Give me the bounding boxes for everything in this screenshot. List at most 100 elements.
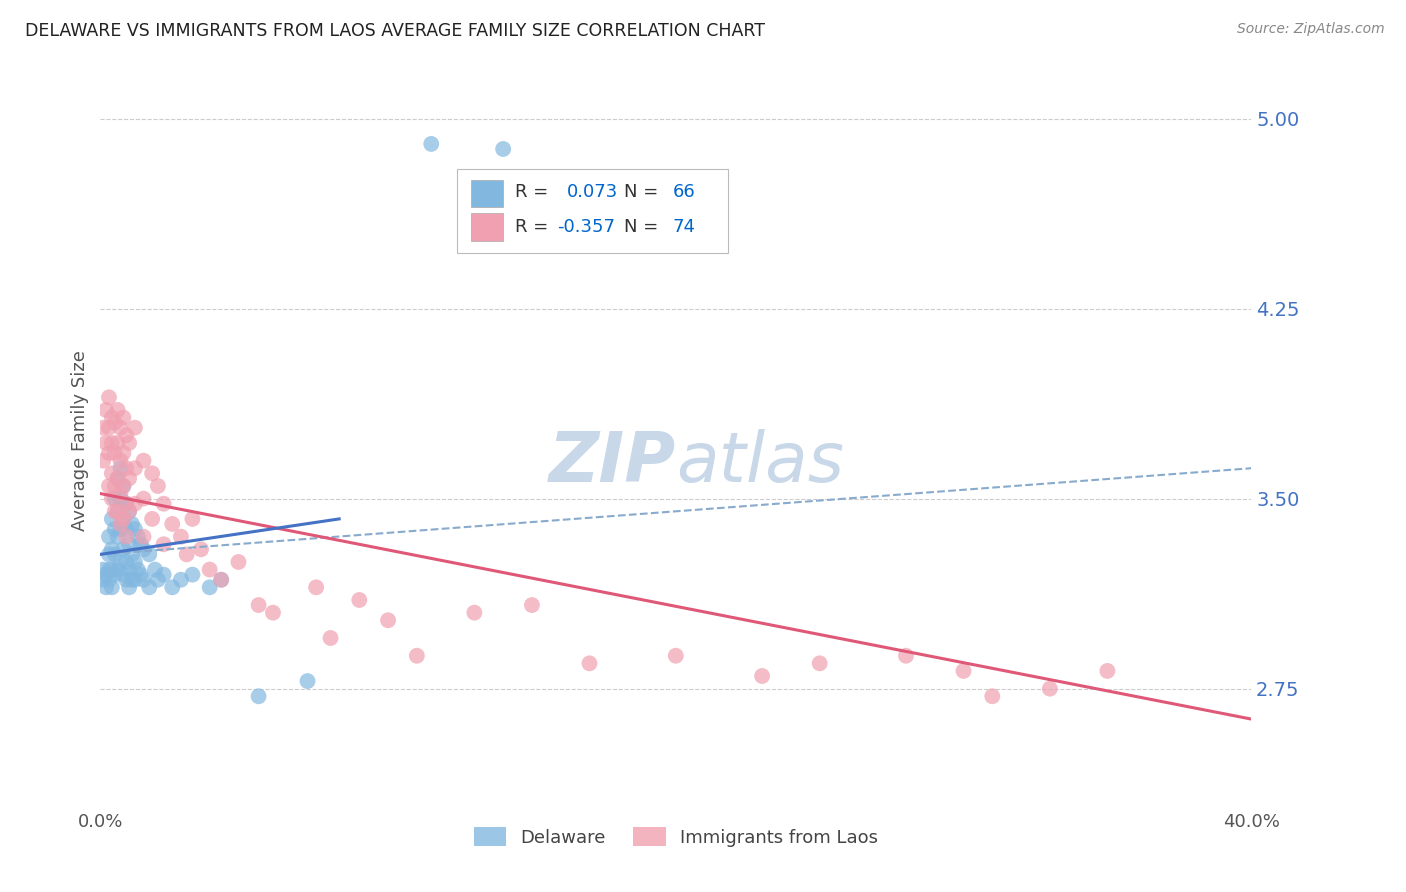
Point: [492, 142, 515, 156]
Point: [115, 461, 138, 475]
Point: [115, 497, 138, 511]
Point: [520, 598, 543, 612]
Point: [665, 648, 688, 663]
Point: [247, 690, 270, 704]
Point: [107, 563, 129, 577]
Point: [1039, 681, 1062, 696]
Point: [101, 410, 124, 425]
Point: [112, 512, 135, 526]
FancyBboxPatch shape: [471, 213, 503, 241]
Point: [107, 530, 129, 544]
Point: [91, 573, 114, 587]
Point: [124, 555, 146, 569]
Point: [112, 479, 135, 493]
Point: [190, 542, 212, 557]
Point: [112, 512, 135, 526]
Point: [94, 580, 117, 594]
Point: [751, 669, 773, 683]
Point: [91, 563, 114, 577]
Point: [110, 522, 132, 536]
Point: [94, 436, 117, 450]
Point: [132, 530, 155, 544]
Point: [101, 542, 124, 557]
Text: N =: N =: [624, 219, 664, 236]
Point: [247, 598, 270, 612]
Point: [124, 522, 146, 536]
Point: [578, 657, 600, 671]
Point: [98, 479, 121, 493]
Point: [112, 542, 135, 557]
Point: [115, 530, 138, 544]
Point: [141, 467, 163, 481]
Point: [176, 548, 198, 562]
Point: [118, 471, 141, 485]
Point: [98, 420, 121, 434]
Point: [115, 573, 138, 587]
Point: [162, 580, 184, 594]
Point: [104, 491, 127, 506]
Point: [101, 512, 124, 526]
Point: [94, 403, 117, 417]
Point: [124, 461, 146, 475]
Point: [209, 573, 232, 587]
Point: [118, 580, 141, 594]
Point: [107, 471, 129, 485]
Text: atlas: atlas: [676, 429, 844, 496]
FancyBboxPatch shape: [471, 179, 503, 208]
Point: [138, 548, 160, 562]
Y-axis label: Average Family Size: Average Family Size: [72, 350, 89, 531]
Point: [110, 555, 132, 569]
Point: [110, 486, 132, 500]
Text: R =: R =: [515, 183, 554, 201]
Point: [112, 410, 135, 425]
Point: [118, 563, 141, 577]
Point: [98, 446, 121, 460]
Point: [463, 606, 485, 620]
Point: [91, 420, 114, 434]
Point: [181, 512, 204, 526]
Point: [107, 471, 129, 485]
Point: [129, 567, 152, 582]
Point: [107, 403, 129, 417]
Point: [115, 428, 138, 442]
Point: [104, 416, 127, 430]
Text: DELAWARE VS IMMIGRANTS FROM LAOS AVERAGE FAMILY SIZE CORRELATION CHART: DELAWARE VS IMMIGRANTS FROM LAOS AVERAGE…: [25, 22, 765, 40]
Point: [138, 580, 160, 594]
Point: [118, 537, 141, 551]
Point: [132, 491, 155, 506]
Point: [124, 420, 146, 434]
Text: Source: ZipAtlas.com: Source: ZipAtlas.com: [1237, 22, 1385, 37]
Point: [115, 522, 138, 536]
Point: [115, 555, 138, 569]
Point: [104, 548, 127, 562]
Text: N =: N =: [624, 183, 664, 201]
Point: [349, 593, 371, 607]
Point: [115, 497, 138, 511]
Point: [107, 504, 129, 518]
Point: [319, 631, 342, 645]
Point: [297, 674, 319, 689]
Text: ZIP: ZIP: [548, 429, 676, 496]
Text: 0.073: 0.073: [567, 183, 617, 201]
Point: [124, 573, 146, 587]
Point: [981, 690, 1004, 704]
Point: [181, 567, 204, 582]
Point: [101, 467, 124, 481]
Point: [198, 580, 221, 594]
Legend: Delaware, Immigrants from Laos: Delaware, Immigrants from Laos: [467, 820, 886, 854]
Point: [107, 436, 129, 450]
Point: [152, 537, 174, 551]
Point: [146, 479, 169, 493]
Point: [305, 580, 328, 594]
Point: [101, 491, 124, 506]
Point: [104, 446, 127, 460]
Point: [952, 664, 974, 678]
Point: [162, 516, 184, 531]
Point: [262, 606, 284, 620]
Point: [127, 530, 149, 544]
Point: [110, 453, 132, 467]
Point: [98, 530, 121, 544]
Point: [107, 504, 129, 518]
Text: 66: 66: [672, 183, 695, 201]
Point: [127, 563, 149, 577]
